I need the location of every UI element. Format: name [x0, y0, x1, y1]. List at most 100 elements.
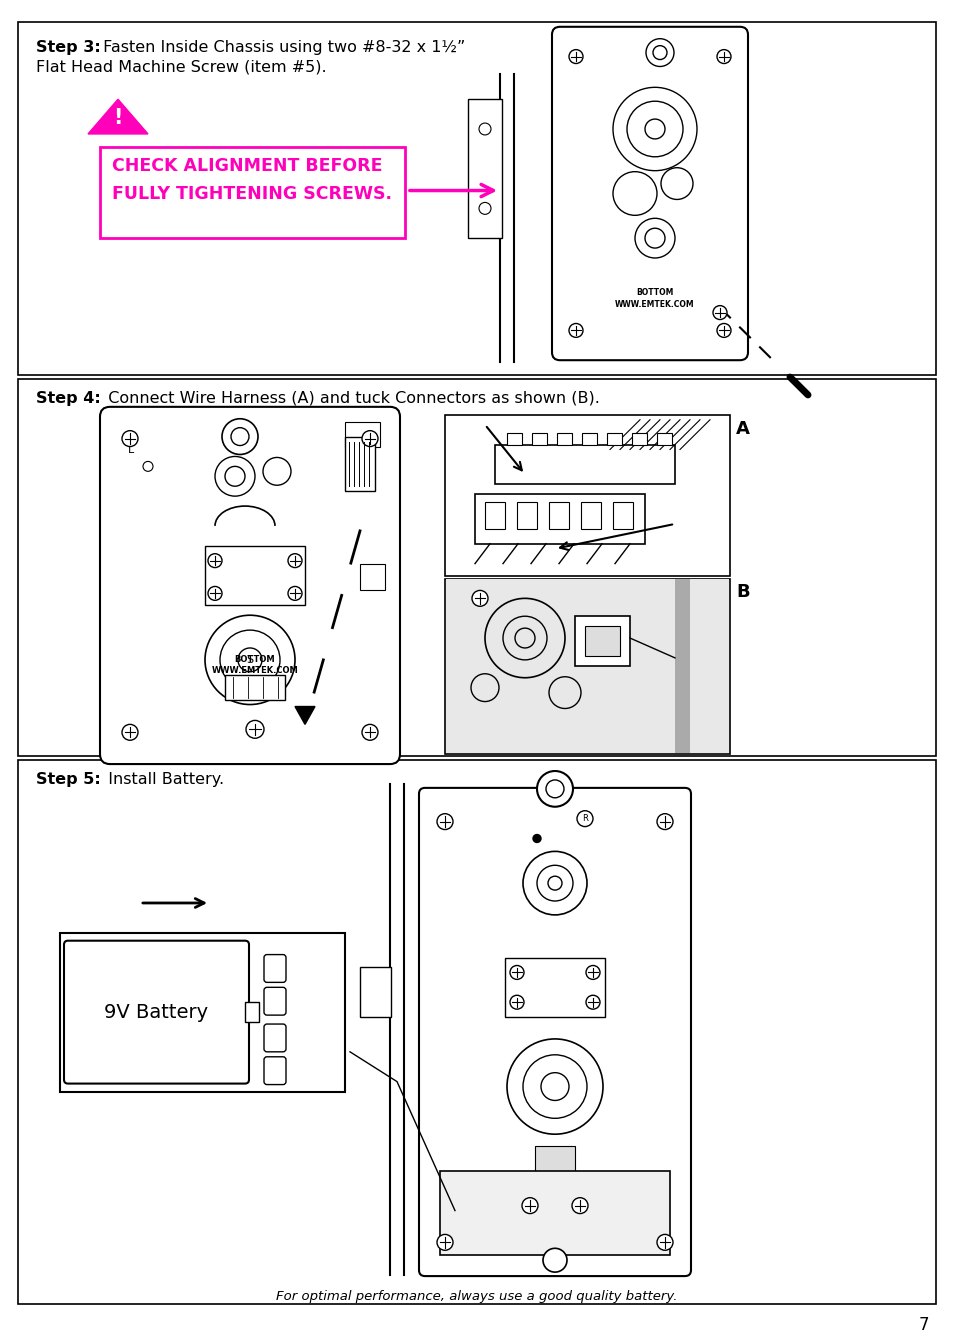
Text: L: L	[128, 445, 134, 454]
Text: Connect Wire Harness (A) and tuck Connectors as shown (B).: Connect Wire Harness (A) and tuck Connec…	[98, 391, 599, 406]
Bar	[205, 546, 305, 605]
Bar	[613, 502, 633, 529]
Circle shape	[122, 724, 138, 740]
Polygon shape	[294, 707, 314, 724]
Bar	[517, 502, 537, 529]
Bar	[675, 580, 689, 754]
FancyBboxPatch shape	[100, 407, 399, 764]
Bar	[475, 494, 644, 544]
Bar	[580, 502, 600, 529]
Circle shape	[436, 1234, 453, 1250]
Bar	[657, 433, 671, 445]
Bar	[225, 675, 285, 700]
Bar	[100, 147, 405, 238]
Bar	[581, 433, 597, 445]
Text: CHECK ALIGNMENT BEFORE: CHECK ALIGNMENT BEFORE	[112, 156, 382, 175]
Bar	[584, 627, 619, 656]
Circle shape	[522, 1055, 586, 1118]
Bar	[18, 379, 935, 756]
FancyBboxPatch shape	[264, 1057, 286, 1085]
Text: Install Battery.: Install Battery.	[98, 772, 224, 787]
Circle shape	[220, 631, 280, 689]
Text: S: S	[246, 655, 253, 665]
Circle shape	[548, 677, 580, 708]
Circle shape	[585, 966, 599, 979]
Bar	[557, 433, 572, 445]
Circle shape	[521, 1197, 537, 1213]
Circle shape	[657, 1234, 672, 1250]
Circle shape	[577, 811, 593, 827]
Bar	[60, 933, 345, 1092]
Text: BOTTOM
WWW.EMTEK.COM: BOTTOM WWW.EMTEK.COM	[212, 655, 298, 675]
Circle shape	[231, 428, 249, 445]
Circle shape	[361, 430, 377, 446]
Circle shape	[472, 591, 488, 607]
Bar	[444, 414, 729, 576]
Bar	[468, 99, 501, 238]
Circle shape	[263, 457, 291, 485]
Circle shape	[246, 720, 264, 739]
Bar	[504, 958, 604, 1017]
Bar	[575, 616, 629, 665]
Circle shape	[613, 171, 657, 215]
Bar	[548, 502, 568, 529]
Circle shape	[205, 615, 294, 704]
Circle shape	[717, 49, 730, 64]
Text: FULLY TIGHTENING SCREWS.: FULLY TIGHTENING SCREWS.	[112, 184, 392, 203]
Text: Flat Head Machine Screw (item #5).: Flat Head Machine Screw (item #5).	[36, 60, 326, 75]
Text: Step 4:: Step 4:	[36, 391, 101, 406]
Circle shape	[626, 102, 682, 156]
Text: !: !	[113, 108, 123, 128]
Circle shape	[361, 724, 377, 740]
Circle shape	[545, 780, 563, 798]
Circle shape	[225, 466, 245, 486]
Circle shape	[568, 49, 582, 64]
Circle shape	[660, 168, 692, 199]
Circle shape	[214, 457, 254, 496]
Bar	[631, 433, 646, 445]
Text: BOTTOM
WWW.EMTEK.COM: BOTTOM WWW.EMTEK.COM	[615, 287, 694, 309]
Circle shape	[436, 814, 453, 830]
Circle shape	[533, 835, 540, 843]
Text: Step 5:: Step 5:	[36, 772, 101, 787]
Circle shape	[471, 673, 498, 701]
Circle shape	[510, 995, 523, 1009]
Circle shape	[537, 771, 573, 807]
Bar	[446, 580, 728, 754]
Text: Fasten Inside Chassis using two #8-32 x 1½”: Fasten Inside Chassis using two #8-32 x …	[98, 40, 465, 55]
Bar	[532, 433, 546, 445]
Bar	[439, 1170, 669, 1256]
Text: B: B	[735, 584, 749, 601]
Circle shape	[547, 876, 561, 890]
Bar	[345, 437, 375, 492]
Circle shape	[515, 628, 535, 648]
Circle shape	[712, 306, 726, 319]
Circle shape	[644, 119, 664, 139]
Circle shape	[143, 461, 152, 472]
Text: 9V Battery: 9V Battery	[104, 1002, 208, 1022]
Circle shape	[222, 418, 257, 454]
FancyBboxPatch shape	[64, 941, 249, 1083]
Bar	[535, 1146, 575, 1181]
Bar	[359, 967, 391, 1017]
Circle shape	[613, 87, 697, 171]
Circle shape	[506, 1039, 602, 1134]
Bar	[444, 578, 729, 754]
Bar	[484, 502, 504, 529]
FancyBboxPatch shape	[264, 955, 286, 982]
Circle shape	[644, 228, 664, 248]
Circle shape	[208, 553, 222, 568]
Text: R: R	[581, 814, 587, 823]
Circle shape	[237, 648, 262, 672]
Circle shape	[657, 814, 672, 830]
Circle shape	[502, 616, 546, 660]
Circle shape	[652, 45, 666, 60]
FancyBboxPatch shape	[552, 27, 747, 361]
Bar	[18, 760, 935, 1304]
Circle shape	[122, 430, 138, 446]
Text: 7: 7	[918, 1316, 928, 1333]
Circle shape	[568, 323, 582, 338]
FancyBboxPatch shape	[418, 788, 690, 1276]
Bar	[345, 422, 379, 446]
Circle shape	[537, 866, 573, 900]
